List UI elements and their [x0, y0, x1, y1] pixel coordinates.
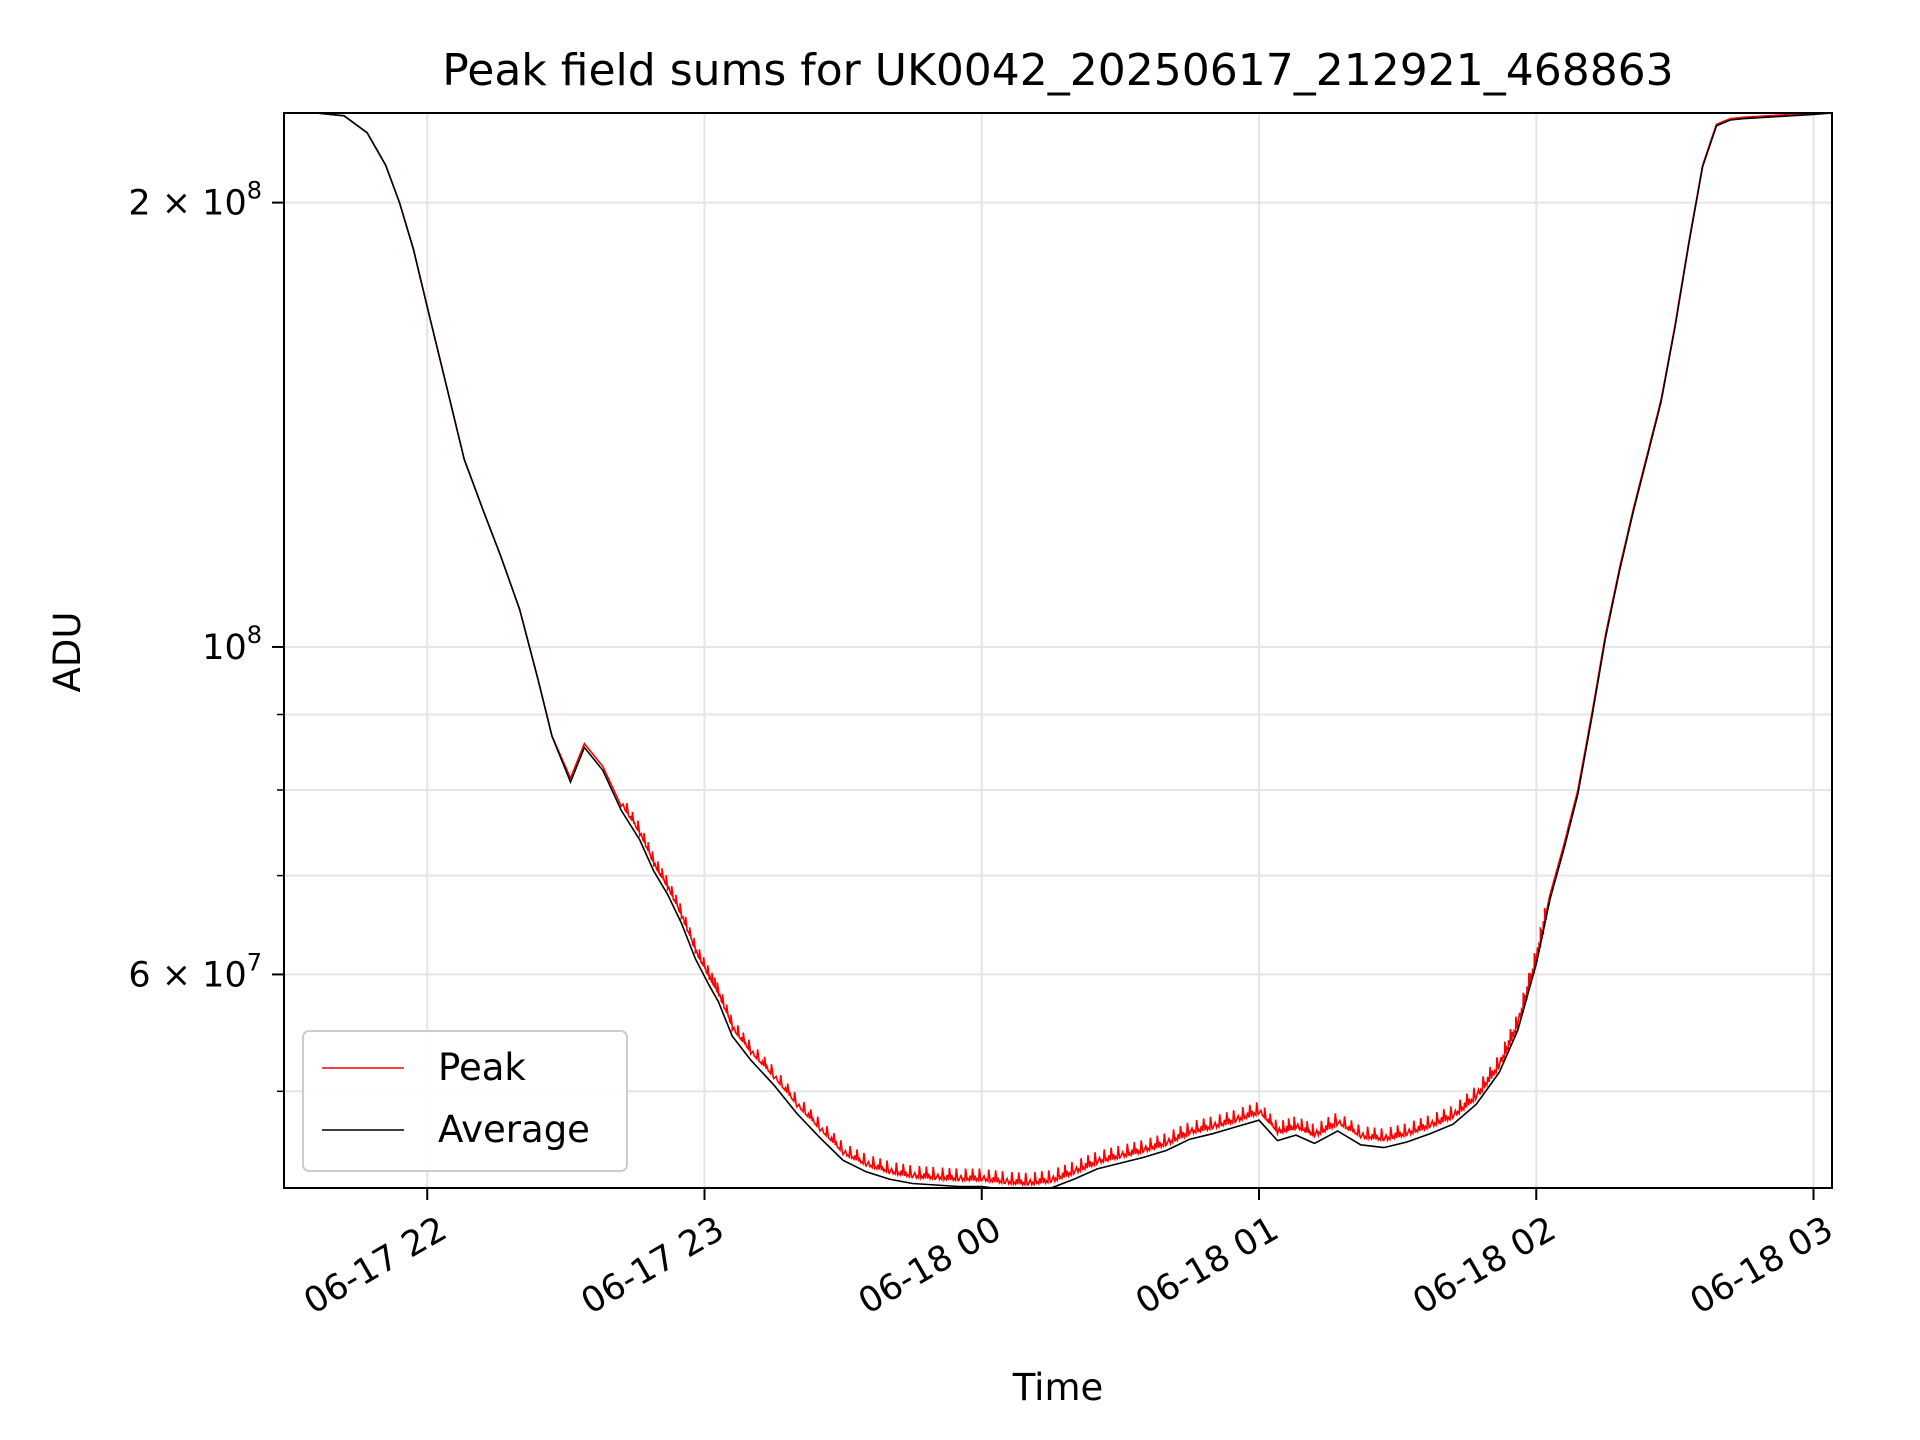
- legend-average-label: Average: [438, 1108, 590, 1151]
- chart-title: Peak field sums for UK0042_20250617_2129…: [442, 45, 1673, 96]
- y-tick-label: 108: [202, 621, 262, 668]
- series-line-average: [284, 113, 1832, 1188]
- series-line-peak: [284, 113, 1832, 1188]
- y-axis-label: ADU: [46, 612, 89, 693]
- y-axis: 108 2 × 108 6 × 107: [128, 177, 284, 1093]
- x-axis-label: Time: [1012, 1366, 1104, 1409]
- plot-frame: [283, 112, 1833, 1189]
- y-tick-label: 2 × 108: [128, 177, 262, 224]
- legend: Peak Average: [302, 1030, 628, 1172]
- y-tick-label: 6 × 107: [128, 948, 262, 995]
- legend-peak-label: Peak: [438, 1046, 526, 1089]
- grid-lines: [284, 113, 1832, 1188]
- series-lines: [284, 113, 1832, 1188]
- legend-box: [302, 1030, 628, 1172]
